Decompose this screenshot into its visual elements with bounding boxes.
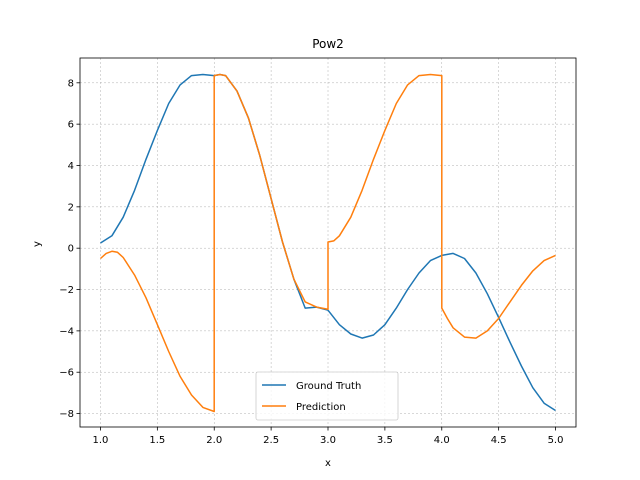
chart-title: Pow2 [312,37,344,51]
legend-label-prediction: Prediction [296,402,346,413]
y-tick-label: 2 [68,202,74,213]
y-tick-label: −4 [59,326,74,337]
legend-label-ground-truth: Ground Truth [296,381,361,392]
x-tick-label: 2.0 [206,435,222,446]
legend: Ground Truth Prediction [255,371,399,421]
y-tick-label: −2 [59,285,74,296]
y-tick-label: 4 [68,161,74,172]
legend-box [255,371,399,421]
x-tick-label: 5.0 [548,435,564,446]
axis-ticks: 1.0 1.5 2.0 2.5 3.0 3.5 4.0 4.5 5.0 −8 −6 −4 −2 0 2 4 6 8 [59,78,563,446]
y-tick-label: 6 [68,120,74,131]
x-axis-label: x [325,458,331,469]
y-tick-label: −6 [59,368,74,379]
x-tick-label: 1.0 [93,435,109,446]
y-axis-label: y [32,241,43,247]
x-tick-label: 2.5 [263,435,279,446]
y-tick-label: 0 [68,244,74,255]
x-tick-label: 1.5 [149,435,165,446]
series-line-prediction [99,73,556,413]
x-tick-label: 3.5 [377,435,393,446]
series-lines [99,73,556,413]
x-tick-label: 4.5 [491,435,507,446]
x-tick-label: 3.0 [320,435,336,446]
x-tick-label: 4.0 [434,435,450,446]
y-tick-label: 8 [68,78,74,89]
y-tick-label: −8 [59,409,74,420]
